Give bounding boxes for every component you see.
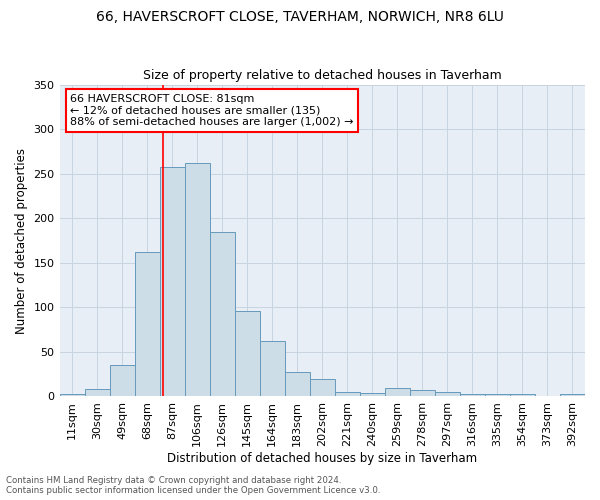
Bar: [260, 341, 285, 396]
Bar: [160, 166, 185, 396]
Bar: [310, 378, 335, 396]
Title: Size of property relative to detached houses in Taverham: Size of property relative to detached ho…: [143, 69, 502, 82]
Bar: [235, 311, 260, 396]
Bar: [85, 390, 110, 396]
Text: Contains HM Land Registry data © Crown copyright and database right 2024.
Contai: Contains HM Land Registry data © Crown c…: [6, 476, 380, 495]
Bar: [285, 372, 310, 396]
Bar: [385, 388, 410, 396]
Bar: [410, 390, 435, 396]
Bar: [460, 394, 485, 396]
Text: 66 HAVERSCROFT CLOSE: 81sqm
← 12% of detached houses are smaller (135)
88% of se: 66 HAVERSCROFT CLOSE: 81sqm ← 12% of det…: [70, 94, 353, 127]
Bar: [560, 394, 585, 396]
Bar: [360, 393, 385, 396]
Bar: [335, 392, 360, 396]
Bar: [510, 394, 535, 396]
X-axis label: Distribution of detached houses by size in Taverham: Distribution of detached houses by size …: [167, 452, 478, 465]
Y-axis label: Number of detached properties: Number of detached properties: [15, 148, 28, 334]
Bar: [485, 394, 510, 396]
Bar: [185, 163, 209, 396]
Bar: [209, 232, 235, 396]
Bar: [134, 252, 160, 396]
Text: 66, HAVERSCROFT CLOSE, TAVERHAM, NORWICH, NR8 6LU: 66, HAVERSCROFT CLOSE, TAVERHAM, NORWICH…: [96, 10, 504, 24]
Bar: [435, 392, 460, 396]
Bar: [59, 394, 85, 396]
Bar: [110, 366, 134, 396]
